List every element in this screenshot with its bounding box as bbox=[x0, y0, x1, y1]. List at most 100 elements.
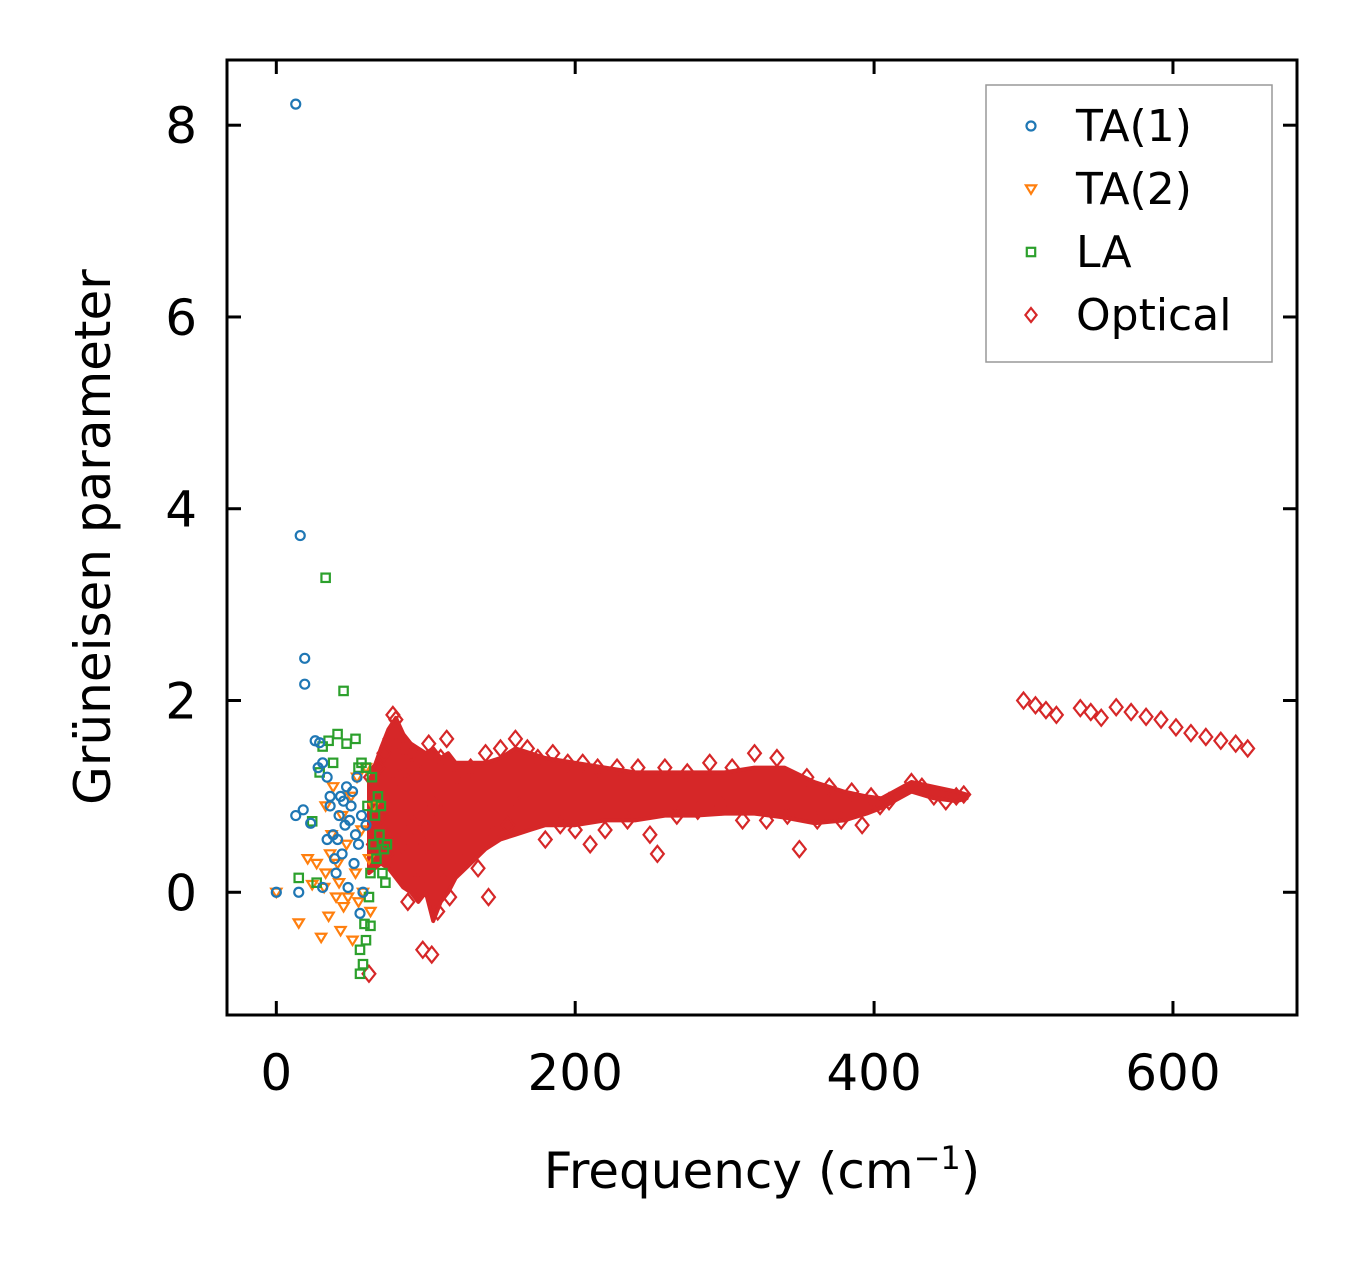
data-point bbox=[381, 839, 393, 850]
data-point bbox=[809, 810, 826, 831]
data-point bbox=[470, 858, 486, 879]
data-point bbox=[333, 809, 345, 822]
data-point bbox=[327, 757, 339, 769]
data-point bbox=[388, 709, 404, 730]
data-point bbox=[405, 815, 422, 835]
data-point bbox=[435, 872, 452, 893]
data-point bbox=[552, 815, 569, 835]
data-point bbox=[630, 757, 646, 778]
data-point bbox=[500, 815, 516, 835]
data-point bbox=[332, 728, 343, 740]
data-point bbox=[926, 786, 942, 807]
y-tick-label: 0 bbox=[165, 864, 197, 922]
data-point bbox=[1108, 697, 1124, 717]
data-point bbox=[1082, 702, 1099, 722]
data-point bbox=[318, 868, 333, 881]
data-point bbox=[609, 757, 625, 778]
data-point bbox=[948, 786, 965, 807]
legend-entry: TA(1) bbox=[1025, 101, 1192, 152]
data-point bbox=[657, 757, 673, 778]
data-point bbox=[336, 848, 348, 860]
data-point bbox=[326, 782, 341, 794]
data-point bbox=[429, 901, 446, 922]
data-point bbox=[321, 911, 336, 924]
plot-frame bbox=[225, 58, 1299, 1017]
data-point bbox=[619, 810, 636, 831]
data-point bbox=[333, 925, 348, 938]
data-point bbox=[354, 907, 366, 919]
x-tick-label: 0 bbox=[260, 1044, 292, 1102]
data-point bbox=[346, 785, 359, 798]
data-point bbox=[379, 844, 395, 864]
data-point bbox=[758, 810, 775, 831]
data-point bbox=[420, 733, 437, 754]
data-point bbox=[597, 820, 613, 840]
data-point bbox=[689, 801, 706, 821]
legend-marker bbox=[1025, 246, 1037, 258]
legend-label: LA bbox=[1076, 227, 1132, 278]
data-point bbox=[854, 815, 870, 835]
data-point bbox=[1123, 702, 1139, 722]
data-point bbox=[360, 819, 372, 831]
data-point bbox=[1015, 690, 1032, 711]
data-point bbox=[567, 820, 584, 840]
data-point bbox=[400, 892, 416, 912]
data-point bbox=[318, 801, 333, 813]
data-point bbox=[343, 814, 356, 826]
data-point bbox=[432, 748, 449, 768]
legend-label: Optical bbox=[1076, 290, 1231, 341]
data-point bbox=[374, 829, 385, 841]
legend-marker bbox=[1025, 120, 1037, 132]
data-point bbox=[357, 958, 369, 970]
data-point bbox=[290, 809, 302, 822]
data-point bbox=[423, 944, 440, 965]
data-point bbox=[345, 800, 357, 812]
data-point bbox=[336, 901, 351, 914]
legend-entry: Optical bbox=[1023, 290, 1231, 341]
data-point bbox=[679, 762, 696, 783]
data-point bbox=[863, 786, 879, 807]
data-point bbox=[1093, 708, 1110, 728]
data-point bbox=[1183, 723, 1199, 743]
data-point bbox=[537, 829, 554, 850]
data-point bbox=[701, 753, 718, 773]
data-point bbox=[371, 853, 382, 865]
data-point bbox=[914, 777, 930, 797]
data-point bbox=[337, 795, 350, 807]
data-point bbox=[365, 920, 376, 932]
data-point bbox=[559, 753, 576, 773]
data-point bbox=[321, 771, 333, 783]
data-point bbox=[366, 771, 378, 783]
x-axis-title: Frequency (cm−1) bbox=[544, 1139, 981, 1200]
y-tick-label: 6 bbox=[165, 289, 197, 347]
data-point bbox=[791, 839, 808, 859]
data-point bbox=[746, 743, 763, 763]
data-point bbox=[462, 757, 479, 778]
x-tick-label: 400 bbox=[826, 1044, 921, 1102]
data-point bbox=[373, 805, 389, 826]
data-point bbox=[351, 897, 366, 909]
legend-label: TA(2) bbox=[1075, 164, 1192, 215]
data-point bbox=[352, 838, 365, 850]
legend-label: TA(1) bbox=[1075, 101, 1192, 152]
data-point bbox=[330, 867, 342, 879]
data-point bbox=[403, 757, 419, 778]
data-point bbox=[441, 887, 458, 907]
data-point bbox=[530, 748, 546, 768]
data-point bbox=[348, 868, 363, 881]
data-point bbox=[480, 887, 497, 907]
data-point bbox=[348, 857, 360, 870]
legend: TA(1) TA(2) LA Optical bbox=[985, 84, 1273, 363]
data-point bbox=[350, 733, 361, 745]
data-point bbox=[362, 800, 373, 812]
data-point bbox=[843, 781, 860, 802]
legend-entry: TA(2) bbox=[1023, 164, 1192, 215]
data-point bbox=[354, 968, 366, 980]
data-point bbox=[365, 867, 376, 879]
data-point bbox=[349, 829, 362, 841]
data-point bbox=[544, 743, 561, 763]
data-point bbox=[833, 810, 850, 831]
legend-entry: LA bbox=[1025, 227, 1132, 278]
data-point bbox=[357, 886, 369, 898]
